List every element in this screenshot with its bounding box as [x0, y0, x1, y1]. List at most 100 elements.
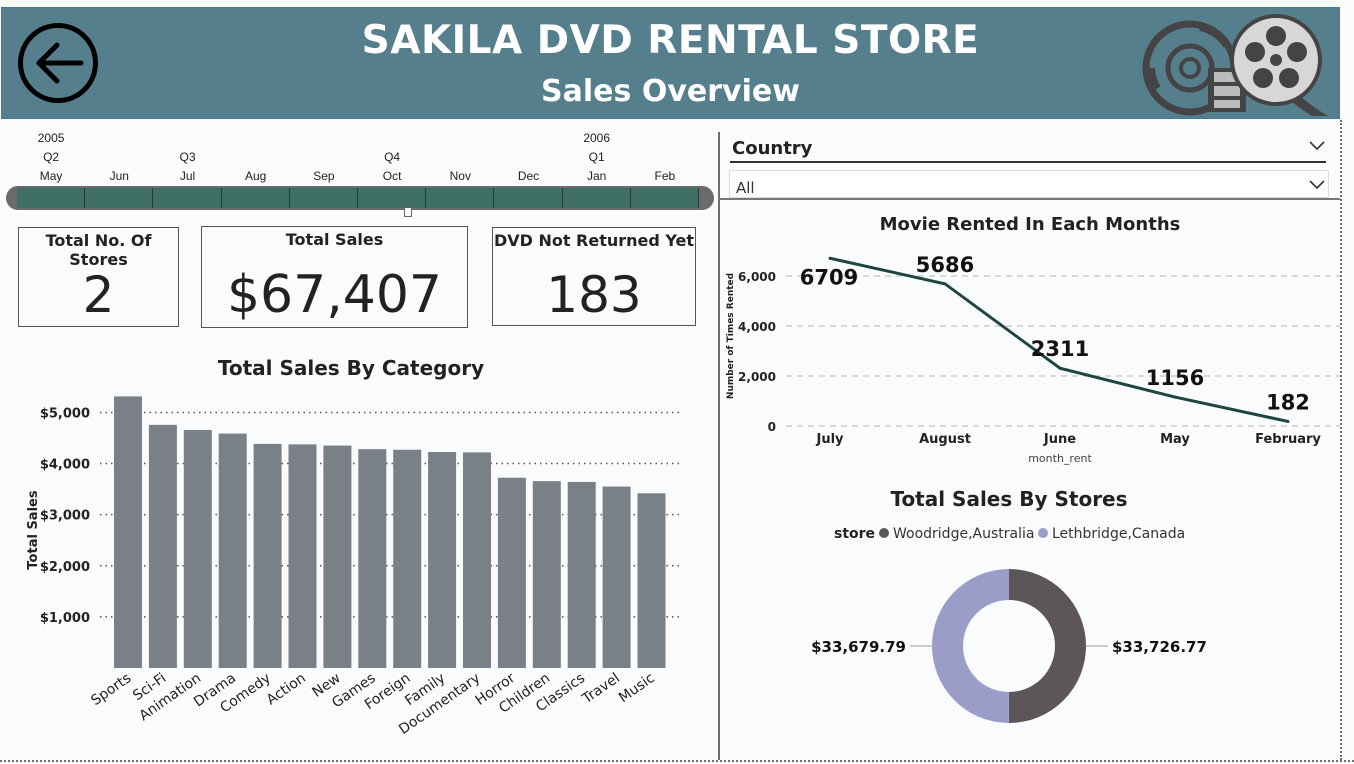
timeline-quarter-label: Q1: [588, 150, 605, 164]
data-label: $33,726.77: [1112, 638, 1207, 656]
bar: [497, 477, 526, 668]
kpi-value: 183: [546, 266, 642, 324]
back-arrow-button[interactable]: [18, 23, 98, 103]
bar: [637, 493, 666, 668]
x-tick-label: June: [1043, 432, 1076, 447]
left-arrow-icon: [36, 42, 84, 84]
bar: [323, 445, 352, 668]
right-border: [1340, 120, 1342, 760]
category-chart-title: Total Sales By Category: [217, 356, 485, 380]
chevron-down-icon[interactable]: [1308, 140, 1326, 152]
film-reel-icon: [1142, 14, 1328, 116]
bar: [148, 424, 177, 668]
timeline-quarter-label: Q2: [43, 150, 60, 164]
timeline-quarter-label: Q4: [384, 150, 401, 164]
legend-item: Woodridge,Australia: [893, 526, 1034, 542]
kpi-title: DVD Not Returned Yet: [493, 231, 695, 250]
timeline-month-segment[interactable]: [17, 188, 86, 208]
data-label: 6709: [800, 265, 858, 289]
data-label: $33,679.79: [811, 638, 906, 656]
kpi-value: 2: [82, 266, 115, 324]
y-axis-label: Number of Times Rented: [726, 273, 736, 399]
vertical-divider: [718, 132, 720, 760]
timeline-year-label: 2005: [37, 131, 65, 145]
timeline-quarter-label: Q3: [179, 150, 196, 164]
date-timeline-slicer[interactable]: 2005 2006 Q2 Q3 Q4 Q1 May Jun Jul Aug Sep Oct Nov Dec…: [6, 128, 714, 218]
timeline-month-segment[interactable]: [630, 188, 699, 208]
country-dropdown-value: All: [736, 179, 755, 197]
stores-chart-title: Total Sales By Stores: [890, 487, 1128, 511]
timeline-month-segment[interactable]: [562, 188, 631, 208]
bar: [253, 443, 282, 668]
bottom-border: [0, 760, 1354, 762]
legend-marker: [879, 528, 889, 538]
x-axis-label: month_rent: [1028, 452, 1092, 465]
y-tick-label: 0: [768, 420, 776, 434]
slicer-underline: [730, 161, 1326, 163]
data-label: 182: [1266, 390, 1310, 414]
bar: [183, 429, 212, 668]
y-tick-label: 4,000: [738, 320, 776, 334]
data-point: [1058, 366, 1062, 370]
bar: [218, 433, 247, 668]
page-title: SAKILA DVD RENTAL STORE: [361, 18, 980, 63]
kpi-card-not-returned: DVD Not Returned Yet 183: [492, 227, 696, 326]
bar: [114, 396, 142, 668]
slicer-separator: [720, 198, 1340, 200]
page-subtitle: Sales Overview: [541, 74, 800, 109]
x-tick-label: July: [815, 432, 844, 447]
timeline-month-label: Jun: [109, 169, 129, 183]
timeline-month-label: Dec: [517, 169, 540, 183]
stores-donut-chart: store Woodridge,Australia Lethbridge,Canad…: [811, 526, 1207, 723]
y-tick-label: $4,000: [40, 458, 90, 473]
bar: [602, 486, 631, 668]
timeline-month-segment[interactable]: [426, 188, 495, 208]
data-point: [1173, 395, 1177, 399]
y-tick-label: 6,000: [738, 270, 776, 284]
timeline-month-segment[interactable]: [85, 188, 154, 208]
country-slicer-title: Country: [732, 138, 813, 159]
data-point: [943, 282, 947, 286]
y-tick-label: $3,000: [40, 509, 90, 524]
bar: [567, 481, 596, 668]
kpi-card-stores: Total No. Of Stores 2: [18, 227, 179, 327]
timeline-month-label: Jan: [587, 169, 607, 183]
bar: [428, 452, 457, 668]
rentals-chart-title: Movie Rented In Each Months: [879, 214, 1181, 235]
header-banner: SAKILA DVD RENTAL STORE Sales Overview: [1, 7, 1340, 119]
timeline-month-label: Feb: [654, 169, 676, 183]
data-label: 5686: [916, 253, 974, 277]
timeline-month-segment[interactable]: [153, 188, 222, 208]
x-tick-label: February: [1255, 432, 1321, 447]
timeline-month-label: Oct: [382, 169, 402, 183]
kpi-card-total-sales: Total Sales $67,407: [201, 226, 468, 328]
legend-title: store: [834, 526, 875, 542]
timeline-scroll-handle[interactable]: [404, 207, 412, 217]
data-label: 2311: [1031, 337, 1089, 361]
legend-marker: [1038, 528, 1048, 538]
timeline-month-segment[interactable]: [494, 188, 563, 208]
y-tick-label: $5,000: [40, 406, 90, 421]
category-bar-chart: $1,000 $2,000 $3,000 $4,000 $5,000 Total Sale…: [26, 396, 680, 738]
donut-slice: [932, 569, 1009, 723]
chevron-down-icon[interactable]: [1308, 179, 1326, 191]
x-tick-label: Action: [264, 670, 309, 708]
timeline-month-label: Sep: [313, 169, 335, 183]
bar: [288, 444, 317, 668]
timeline-month-segment[interactable]: [358, 188, 427, 208]
legend-item: Lethbridge,Canada: [1052, 526, 1185, 542]
data-label: 1156: [1146, 366, 1204, 390]
x-tick-label: August: [919, 432, 971, 447]
timeline-month-segment[interactable]: [289, 188, 358, 208]
x-tick-label: Music: [616, 670, 658, 706]
bar: [532, 481, 561, 668]
y-tick-label: $1,000: [40, 611, 90, 626]
data-point: [828, 256, 832, 260]
kpi-value: $67,407: [226, 265, 443, 325]
timeline-year-label: 2006: [583, 131, 611, 145]
data-point: [1286, 419, 1290, 423]
x-tick-label: Sports: [88, 670, 134, 709]
country-dropdown[interactable]: All: [729, 170, 1329, 198]
timeline-month-segment[interactable]: [221, 188, 290, 208]
